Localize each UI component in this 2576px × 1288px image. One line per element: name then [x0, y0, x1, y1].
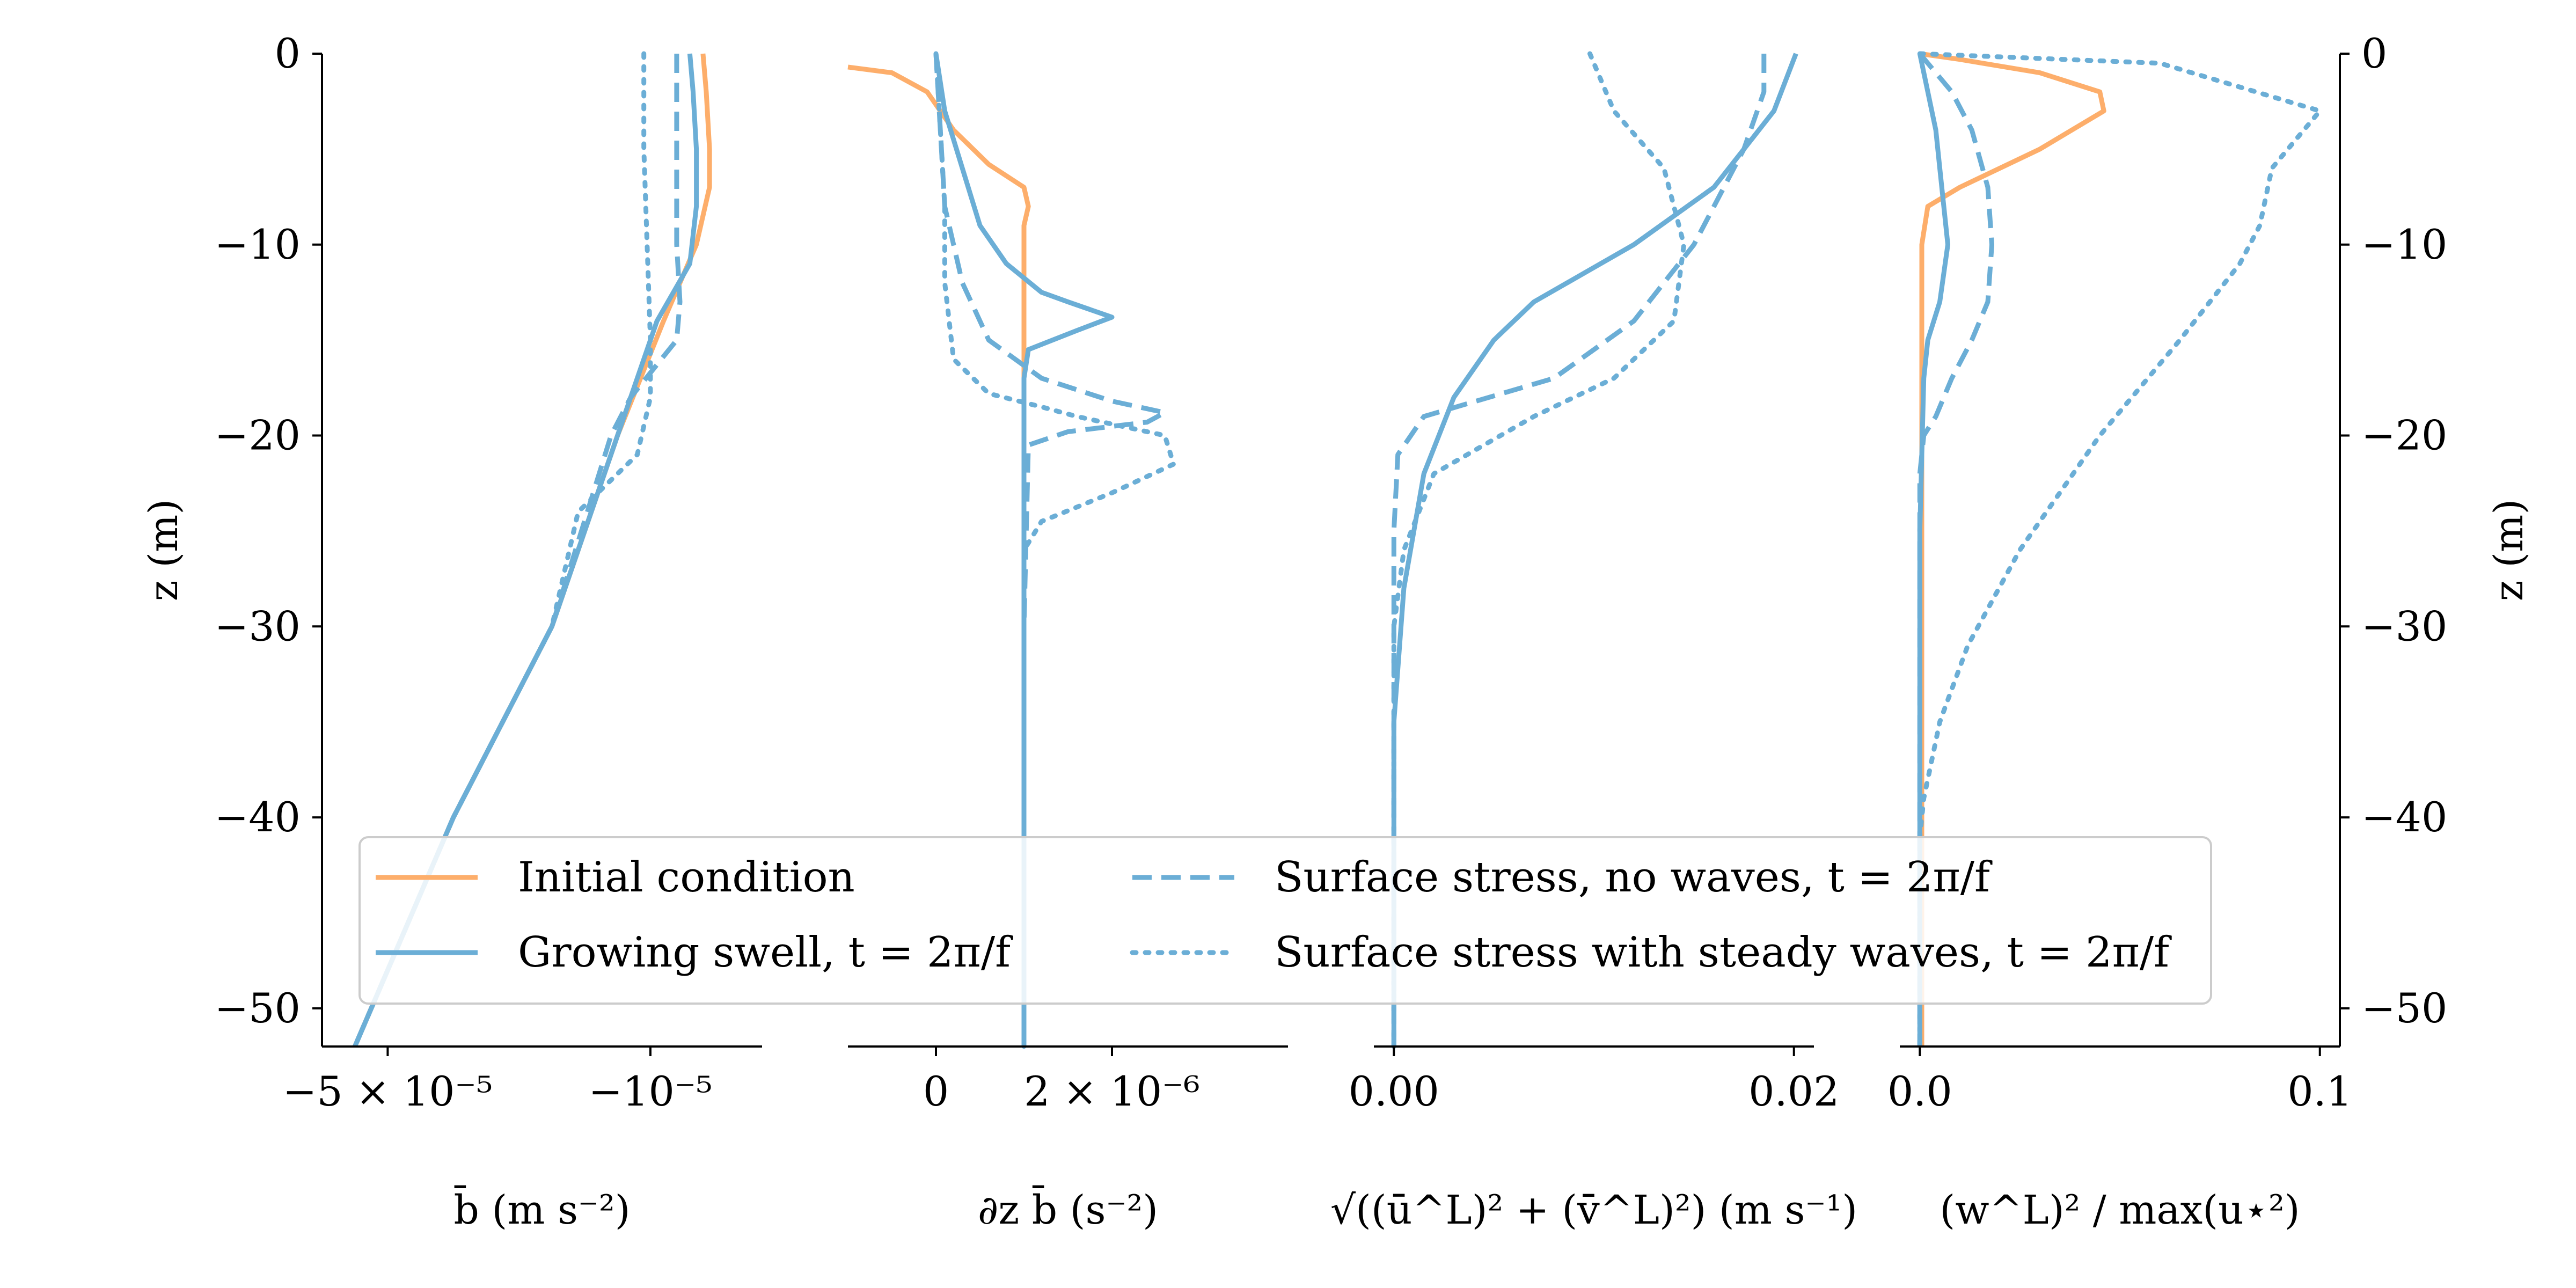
- y-tick-label: −40: [2361, 793, 2447, 841]
- series-line-1: [1919, 51, 2106, 1046]
- legend-label-4: Surface stress with steady waves, t = 2π…: [1275, 928, 2172, 977]
- y-tick-label: 0: [275, 30, 301, 77]
- x-tick-label: −5 × 10⁻⁵: [283, 1067, 493, 1115]
- y-tick-label: −10: [2361, 221, 2447, 268]
- panels: −5 × 10⁻⁵ −10⁻⁵ b̄ (m s⁻²) 0 −10 −20 −30 −40 −50…: [141, 30, 2532, 1233]
- y-tick-label: −30: [215, 602, 301, 650]
- x-tick-label: 0.1: [2287, 1067, 2352, 1115]
- legend-box: [358, 836, 2212, 1005]
- x-tick-label: 2 × 10⁻⁶: [1024, 1067, 1200, 1115]
- legend-label-2: Surface stress, no waves, t = 2π/f: [1275, 853, 1993, 902]
- series-line-1: [1391, 53, 1798, 1046]
- series-line-2: [1391, 54, 1767, 1046]
- y-axis-label-left: z (m): [141, 499, 187, 601]
- series-line-4: [1917, 51, 2323, 1049]
- series-line-4: [352, 51, 653, 1049]
- x-axis-label: √((ū^L)² + (v̄^L)²) (m s⁻¹): [1330, 1187, 1857, 1233]
- panel-3: 0.00 0.02 √((ū^L)² + (v̄^L)²) (m s⁻¹): [1330, 51, 1857, 1233]
- y-tick-label: −20: [215, 412, 301, 459]
- legend: Initial condition Surface stress, no wave…: [358, 836, 2212, 1005]
- panel-2: 0 2 × 10⁻⁶ ∂z b̄ (s⁻²): [847, 51, 1288, 1233]
- series-line-3: [1917, 52, 1994, 1046]
- y-tick-label: −20: [2361, 412, 2447, 459]
- y-tick-label: −40: [215, 793, 301, 841]
- y-axis-label-right: z (m): [2486, 499, 2532, 601]
- series-line-3: [1391, 51, 1687, 1049]
- y-tick-label: −10: [215, 221, 301, 268]
- panel-1: −5 × 10⁻⁵ −10⁻⁵ b̄ (m s⁻²) 0 −10 −20 −30 −40 −50…: [141, 30, 762, 1233]
- series-line-4: [933, 51, 1176, 1049]
- x-tick-label: 0.02: [1748, 1067, 1839, 1115]
- x-tick-label: −10⁻⁵: [588, 1067, 712, 1115]
- series-line-2: [933, 53, 1115, 1046]
- x-tick-label: 0.0: [1887, 1067, 1952, 1115]
- legend-label-3: Growing swell, t = 2π/f: [518, 928, 1013, 977]
- x-axis-label: (w^L)² / max(u⋆²): [1940, 1187, 2300, 1233]
- y-tick-label: 0: [2361, 30, 2387, 77]
- legend-label-1: Initial condition: [518, 853, 855, 902]
- x-tick-label: 0: [923, 1067, 949, 1115]
- x-tick-label: 0.00: [1349, 1067, 1439, 1115]
- series-line-2: [1917, 53, 1950, 1046]
- x-axis-label: ∂z b̄ (s⁻²): [978, 1185, 1158, 1233]
- panel-4: 0.0 0.1 (w^L)² / max(u⋆²) 0 −10 −20 −30 −40 −50 z…: [1887, 30, 2532, 1233]
- y-tick-label: −50: [2361, 984, 2447, 1032]
- x-axis-label: b̄ (m s⁻²): [453, 1185, 630, 1233]
- y-tick-label: −30: [2361, 602, 2447, 650]
- y-tick-label: −50: [215, 984, 301, 1032]
